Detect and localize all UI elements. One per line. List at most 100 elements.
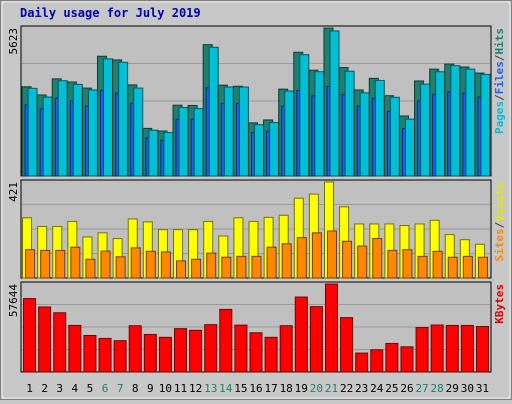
bar-pages-day-9	[148, 129, 159, 177]
bar-kbytes-day-4	[68, 324, 82, 373]
bar-sites-day-21	[326, 230, 337, 279]
bar-sites-day-10	[160, 251, 171, 279]
bar-sites-day-18	[281, 243, 292, 279]
bar-kbytes-day-17	[264, 336, 278, 373]
legend-entry: Pages	[493, 101, 506, 134]
bar-kbytes-day-7	[113, 340, 127, 373]
bar-pages-day-24	[374, 79, 385, 177]
day-label-13: 13	[204, 382, 217, 395]
bar-kbytes-day-26	[400, 346, 414, 373]
bar-kbytes-day-6	[98, 337, 112, 373]
bar-pages-day-26	[404, 118, 415, 177]
bar-sites-day-16	[251, 255, 262, 279]
bar-pages-day-14	[223, 86, 234, 177]
bar-kbytes-day-3	[53, 312, 67, 373]
bar-pages-day-11	[178, 107, 189, 177]
day-label-28: 28	[431, 382, 444, 395]
day-label-22: 22	[340, 382, 353, 395]
bar-pages-day-10	[163, 132, 174, 177]
bar-kbytes-day-5	[83, 335, 97, 373]
day-label-15: 15	[234, 382, 247, 395]
bar-sites-day-1	[25, 249, 36, 279]
panel-1-legend: Pages/Files/Hits	[493, 28, 506, 134]
bar-sites-day-13	[206, 252, 217, 279]
day-label-26: 26	[400, 382, 413, 395]
bar-sites-day-28	[432, 250, 443, 279]
bar-pages-day-21	[329, 30, 340, 177]
day-label-30: 30	[461, 382, 474, 395]
bar-kbytes-day-15	[234, 324, 248, 373]
bar-pages-day-18	[284, 90, 295, 177]
bar-kbytes-day-21	[324, 283, 338, 373]
day-label-17: 17	[264, 382, 277, 395]
bar-pages-day-17	[269, 122, 280, 177]
day-label-23: 23	[355, 382, 368, 395]
bar-kbytes-day-18	[279, 325, 293, 373]
bar-kbytes-day-31	[475, 326, 489, 373]
bar-pages-day-22	[344, 70, 355, 177]
day-label-20: 20	[310, 382, 323, 395]
bar-pages-day-2	[42, 96, 53, 177]
bar-sites-day-24	[372, 238, 383, 279]
bar-sites-day-3	[55, 249, 66, 279]
bar-pages-day-29	[450, 65, 461, 177]
bar-kbytes-day-1	[23, 298, 37, 373]
bar-pages-day-19	[299, 54, 310, 177]
bar-pages-day-25	[389, 96, 400, 177]
day-label-1: 1	[26, 382, 33, 395]
bar-pages-day-27	[420, 83, 431, 177]
bar-kbytes-day-16	[249, 332, 263, 373]
bar-sites-day-23	[357, 245, 368, 279]
bar-pages-day-31	[480, 73, 491, 177]
bar-kbytes-day-8	[128, 325, 142, 373]
bar-sites-day-29	[447, 256, 458, 279]
day-label-31: 31	[476, 382, 489, 395]
bar-pages-day-20	[314, 71, 325, 177]
bar-kbytes-day-27	[415, 327, 429, 373]
bar-kbytes-day-24	[370, 349, 384, 373]
bar-sites-day-27	[417, 255, 428, 279]
bar-pages-day-5	[87, 89, 98, 177]
day-label-3: 3	[56, 382, 63, 395]
day-label-9: 9	[147, 382, 154, 395]
bar-pages-day-23	[359, 92, 370, 177]
bar-kbytes-day-29	[445, 324, 459, 373]
bar-kbytes-day-9	[143, 333, 157, 373]
bar-pages-day-7	[118, 61, 129, 177]
bar-sites-day-31	[477, 256, 488, 279]
legend-entry: KBytes	[493, 284, 506, 324]
panel-2-max-label: 421	[7, 182, 20, 202]
bar-sites-day-9	[145, 250, 156, 279]
bar-sites-day-5	[85, 258, 96, 279]
bar-sites-day-6	[100, 250, 111, 279]
day-label-29: 29	[446, 382, 459, 395]
day-label-11: 11	[174, 382, 187, 395]
day-label-25: 25	[385, 382, 398, 395]
panel-3-legend: KBytes	[493, 284, 506, 324]
day-label-27: 27	[415, 382, 428, 395]
day-label-19: 19	[295, 382, 308, 395]
bar-kbytes-day-14	[219, 308, 233, 373]
bar-sites-day-12	[191, 258, 202, 279]
bar-kbytes-day-22	[340, 317, 354, 373]
bar-pages-day-28	[435, 71, 446, 177]
bar-kbytes-day-11	[174, 328, 188, 373]
bar-sites-day-7	[115, 256, 126, 279]
bar-sites-day-11	[176, 260, 187, 279]
bar-sites-day-14	[221, 256, 232, 279]
bar-kbytes-day-13	[204, 324, 218, 373]
bar-kbytes-day-2	[38, 306, 52, 373]
bar-pages-day-30	[465, 68, 476, 177]
day-label-5: 5	[87, 382, 94, 395]
bar-pages-day-15	[238, 86, 249, 177]
day-label-8: 8	[132, 382, 139, 395]
bar-pages-day-4	[72, 83, 83, 177]
bar-sites-day-25	[387, 249, 398, 279]
legend-entry: Hits	[493, 28, 506, 55]
bar-sites-day-15	[236, 255, 247, 279]
legend-entry: Visits	[493, 182, 506, 222]
bar-sites-day-26	[402, 249, 413, 279]
bar-kbytes-day-28	[430, 324, 444, 373]
